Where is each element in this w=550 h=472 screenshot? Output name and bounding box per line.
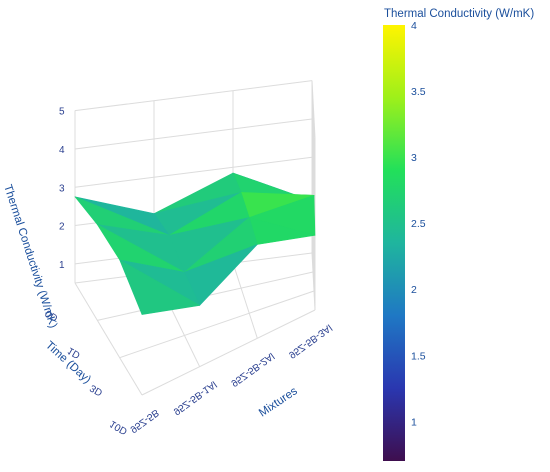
colorbar-gradient: [383, 25, 405, 461]
colorbar-tick-label: 1.5: [411, 350, 426, 362]
time-tick-label: 10D: [108, 418, 129, 437]
y-axis-title: Time (Day): [43, 339, 93, 386]
z-axis-title: Thermal Conductivity (W/mK): [1, 183, 59, 330]
mixture-tick-label: 95Z-5B-3Al: [286, 322, 333, 361]
colorbar-title: Thermal Conductivity (W/mK): [384, 8, 534, 20]
z-tick-label: 1: [59, 260, 65, 271]
surface[interactable]: [74, 172, 316, 315]
plot-scene[interactable]: 1 2 3 4 5 95Z-5B 95Z-5B-1Al 95Z-5B-2Al 95Z-5B-3…: [1, 80, 334, 437]
colorbar-tick-label: 2.5: [411, 218, 426, 230]
colorbar-tick-label: 3.5: [411, 86, 426, 98]
x-axis-title: Mixtures: [257, 385, 300, 419]
colorbar-ticks: 1 1.5 2 2.5 3 3.5 4: [411, 20, 426, 428]
mixture-tick-label: 95Z-5B-1Al: [171, 378, 218, 417]
z-tick-labels: 1 2 3 4 5: [59, 107, 65, 271]
surface-patch[interactable]: [119, 259, 200, 315]
colorbar-tick-label: 1: [411, 416, 417, 428]
mixture-tick-labels: 95Z-5B 95Z-5B-1Al 95Z-5B-2Al 95Z-5B-3Al: [128, 322, 334, 435]
z-tick-label: 3: [59, 183, 65, 194]
colorbar-tick-label: 2: [411, 284, 417, 296]
mixture-tick-label: 95Z-5B: [128, 406, 161, 434]
colorbar: Thermal Conductivity (W/mK) 1 1.5 2 2.5 3 3.5…: [383, 8, 534, 461]
colorbar-tick-label: 3: [411, 152, 417, 164]
z-tick-label: 4: [59, 145, 65, 156]
z-tick-label: 2: [59, 222, 65, 233]
z-tick-label: 5: [59, 107, 65, 118]
colorbar-tick-label: 4: [411, 20, 417, 32]
mixture-tick-label: 95Z-5B-2Al: [229, 350, 276, 389]
time-tick-label: 3D: [88, 382, 105, 398]
